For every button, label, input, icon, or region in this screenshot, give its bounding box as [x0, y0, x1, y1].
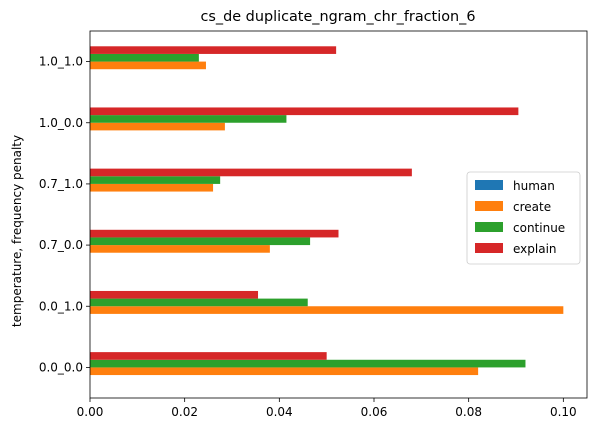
legend-label-explain: explain — [513, 242, 557, 256]
y-tick-label: 1.0_0.0 — [39, 116, 83, 130]
y-tick-label: 0.0_0.0 — [39, 360, 83, 374]
legend-label-continue: continue — [513, 221, 565, 235]
bars-group — [90, 46, 564, 376]
bar-explain-0.7_1.0 — [90, 168, 412, 177]
legend-swatch-create — [475, 201, 503, 211]
bar-explain-0.0_0.0 — [90, 352, 327, 360]
y-axis-label: temperature, frequency penalty — [10, 135, 24, 327]
axes-group: 0.0_0.0 0.0_1.0 0.7_0.0 0.7_1.0 1.0_0.0 1.0_1… — [39, 30, 588, 419]
legend: human create continue explain — [466, 171, 581, 265]
y-tick-label: 0.0_1.0 — [39, 299, 83, 313]
bar-create-0.7_0.0 — [90, 245, 270, 253]
bar-create-0.0_0.0 — [90, 367, 479, 376]
legend-label-human: human — [513, 179, 555, 193]
x-tick-label: 0.08 — [455, 405, 482, 419]
bar-create-1.0_1.0 — [90, 61, 206, 70]
legend-label-create: create — [513, 200, 551, 214]
bar-continue-1.0_1.0 — [90, 53, 199, 62]
bar-explain-0.7_0.0 — [90, 229, 339, 238]
bar-create-1.0_0.0 — [90, 122, 225, 131]
bar-create-0.0_1.0 — [90, 306, 564, 314]
bar-continue-0.7_1.0 — [90, 176, 221, 184]
x-tick-label: 0.10 — [550, 405, 577, 419]
legend-swatch-continue — [475, 222, 503, 232]
x-tick-label: 0.06 — [361, 405, 388, 419]
legend-swatch-explain — [475, 243, 503, 253]
legend-swatch-human — [475, 180, 503, 190]
bar-continue-0.7_0.0 — [90, 237, 311, 246]
y-tick-label: 0.7_1.0 — [39, 177, 83, 191]
bar-continue-0.0_1.0 — [90, 298, 308, 307]
bar-explain-0.0_1.0 — [90, 290, 259, 299]
bar-continue-1.0_0.0 — [90, 115, 287, 123]
bar-create-0.7_1.0 — [90, 183, 214, 192]
legend-box — [466, 171, 581, 265]
bar-continue-0.0_0.0 — [90, 359, 526, 368]
y-tick-label: 1.0_1.0 — [39, 55, 83, 69]
x-tick-label: 0.04 — [266, 405, 293, 419]
bar-explain-1.0_1.0 — [90, 46, 337, 54]
bar-explain-1.0_0.0 — [90, 107, 519, 116]
x-tick-label: 0.00 — [77, 405, 104, 419]
x-tick-label: 0.02 — [171, 405, 198, 419]
plot-frame — [89, 30, 588, 399]
y-tick-label: 0.7_0.0 — [39, 238, 83, 252]
chart-title: cs_de duplicate_ngram_chr_fraction_6 — [201, 9, 476, 25]
